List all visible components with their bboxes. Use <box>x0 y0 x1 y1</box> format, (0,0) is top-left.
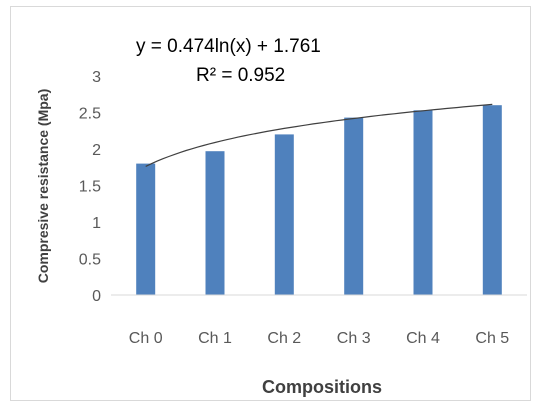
trendline <box>145 103 493 167</box>
x-axis-title: Compositions <box>262 377 382 397</box>
y-tick-label: 3 <box>92 69 101 86</box>
y-tick-label: 1.5 <box>79 179 101 196</box>
x-ticks-group: Ch 0 Ch 1 Ch 2 Ch 3 Ch 4 Ch 5 <box>129 330 509 347</box>
bars-group <box>136 105 502 295</box>
x-tick-label: Ch 2 <box>267 330 301 347</box>
bar-ch-2 <box>274 134 294 295</box>
bar-ch-1 <box>205 151 225 295</box>
y-tick-label: 2.5 <box>79 106 101 123</box>
y-ticks-group: 0 0.5 1 1.5 2 2.5 3 <box>79 69 101 305</box>
y-tick-label: 0 <box>92 288 101 305</box>
y-axis-title: Compresive resistance (Mpa) <box>35 89 51 284</box>
trendline-r-squared: R² = 0.952 <box>196 65 285 86</box>
x-tick-label: Ch 4 <box>406 330 440 347</box>
bar-ch-5 <box>482 105 502 295</box>
x-tick-label: Ch 1 <box>198 330 232 347</box>
x-tick-label: Ch 0 <box>129 330 163 347</box>
chart-frame <box>10 6 531 401</box>
y-tick-label: 2 <box>92 142 101 159</box>
bar-ch-0 <box>136 163 156 295</box>
bar-ch-4 <box>413 110 433 295</box>
trendline-equation: y = 0.474ln(x) + 1.761 <box>136 36 321 57</box>
y-tick-label: 0.5 <box>79 252 101 269</box>
bar-ch-3 <box>344 117 364 295</box>
x-tick-label: Ch 5 <box>475 330 509 347</box>
y-tick-label: 1 <box>92 215 101 232</box>
x-tick-label: Ch 3 <box>337 330 371 347</box>
